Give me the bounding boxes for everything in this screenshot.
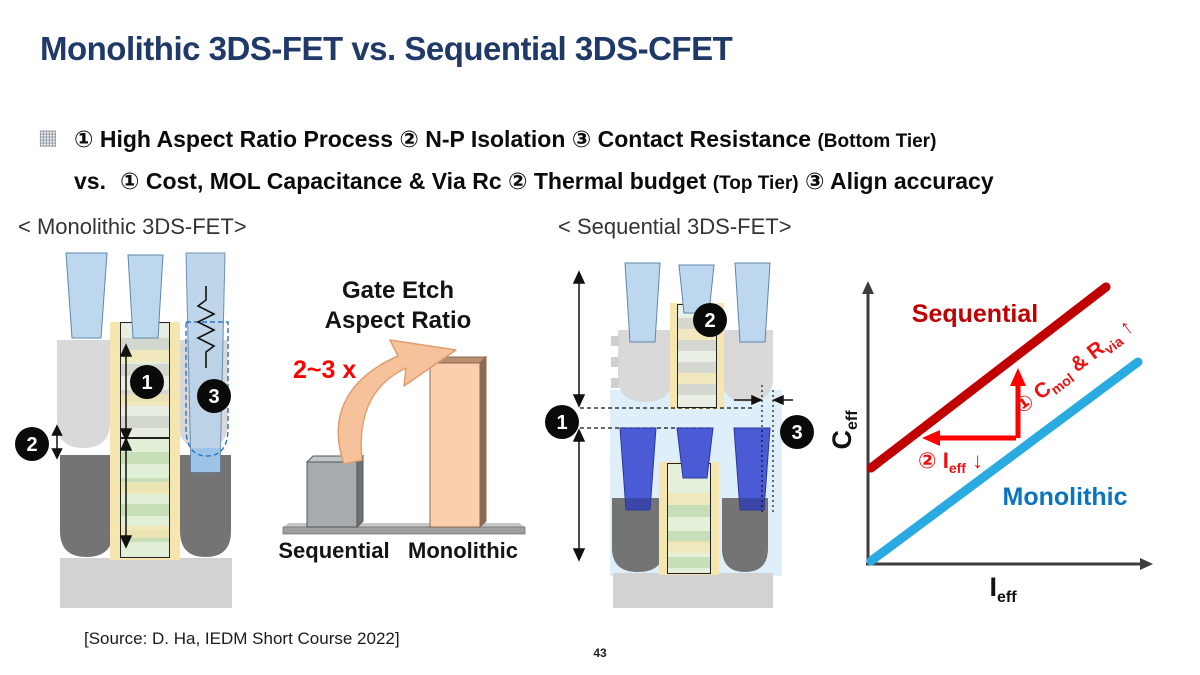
bar-label-monolithic: Monolithic <box>408 538 518 563</box>
source-citation: [Source: D. Ha, IEDM Short Course 2022] <box>84 629 400 648</box>
badge-1: 1 <box>545 405 579 439</box>
isolation-gap-arrow <box>51 424 63 460</box>
badge-3: 3 <box>197 379 231 413</box>
bar-chart-title-line2: Aspect Ratio <box>324 307 472 334</box>
gate-stack <box>110 322 180 560</box>
badge-2: 2 <box>693 303 727 337</box>
bullet-line-2-prefix: vs. <box>74 168 106 194</box>
substrate <box>60 558 232 608</box>
bullet-line-2-tail: ③ Align accuracy <box>798 168 994 194</box>
monolithic-series-label: Monolithic <box>1003 483 1128 511</box>
svg-text:2: 2 <box>704 310 715 332</box>
top-tier-sd <box>611 330 773 402</box>
svg-text:2: 2 <box>26 434 37 456</box>
contact-bottom-plug <box>191 448 220 472</box>
bar-chart-title: Gate Etch Aspect Ratio <box>298 276 498 336</box>
monolithic-line <box>866 357 1143 566</box>
page-number: 43 <box>593 646 607 660</box>
axes <box>862 281 1153 570</box>
sequential-caption: < Sequential 3DS-FET> <box>558 214 792 239</box>
y-axis-label: Ceff <box>827 410 861 450</box>
sequential-series-label: Sequential <box>912 300 1038 328</box>
sequential-device-diagram: 2 1 3 <box>545 262 814 608</box>
bullet-line-2-small: (Top Tier) <box>712 173 799 194</box>
svg-text:3: 3 <box>791 422 802 444</box>
svg-text:1: 1 <box>141 372 152 394</box>
bullet-line-1-main: ① High Aspect Ratio Process ② N-P Isolat… <box>74 126 818 152</box>
svg-text:3: 3 <box>208 386 219 408</box>
top-contacts <box>624 262 771 343</box>
delta-arrows <box>922 368 1026 446</box>
page-title: Monolithic 3DS-FET vs. Sequential 3DS-CF… <box>40 30 733 67</box>
svg-text:1: 1 <box>556 412 567 434</box>
multiplier-label: 2~3 x <box>293 356 357 384</box>
resistor-icon <box>196 286 216 368</box>
monolithic-caption: < Monolithic 3DS-FET> <box>18 214 247 239</box>
sequential-bar <box>305 454 365 529</box>
monolithic-device-diagram: 1 2 3 <box>15 252 232 608</box>
badge-3: 3 <box>780 415 814 449</box>
alignment-marks <box>734 385 793 515</box>
anno-ieff-down: ② Ieff ↓ <box>918 448 983 476</box>
bullet-line-1: ① High Aspect Ratio Process ② N-P Isolat… <box>74 126 936 153</box>
bullet-line-1-small: (Bottom Tier) <box>817 131 937 152</box>
aspect-ratio-bar-chart <box>282 339 526 535</box>
bar-label-sequential: Sequential <box>278 538 390 563</box>
bottom-gate-stack <box>659 462 719 575</box>
ceff-ieff-graph: Sequential Monolithic ① Cmol & Rvia ↑ ② … <box>827 281 1153 606</box>
grid-square-bullet-icon: ▦ <box>38 126 58 149</box>
bullet-line-2: vs. ① Cost, MOL Capacitance & Via Rc ② Th… <box>74 168 994 195</box>
bottom-tier-sd <box>612 498 768 572</box>
via-buried-parts <box>626 498 764 510</box>
stack-height-arrows <box>119 343 133 549</box>
x-axis-label: Ieff <box>989 572 1017 606</box>
tier-height-arrows <box>572 270 586 562</box>
increase-arrow <box>337 339 457 465</box>
bottom-tier-sd <box>60 455 231 557</box>
badge-1: 1 <box>130 365 164 399</box>
substrate <box>613 573 773 608</box>
bullet-line-2-main: ① Cost, MOL Capacitance & Via Rc ② Therm… <box>119 168 713 194</box>
contact-resistance-outline <box>185 321 229 457</box>
monolithic-bar <box>428 355 488 529</box>
bar-chart-title-line1: Gate Etch <box>341 277 455 304</box>
badge-2: 2 <box>15 427 49 461</box>
sequential-line <box>866 282 1111 473</box>
